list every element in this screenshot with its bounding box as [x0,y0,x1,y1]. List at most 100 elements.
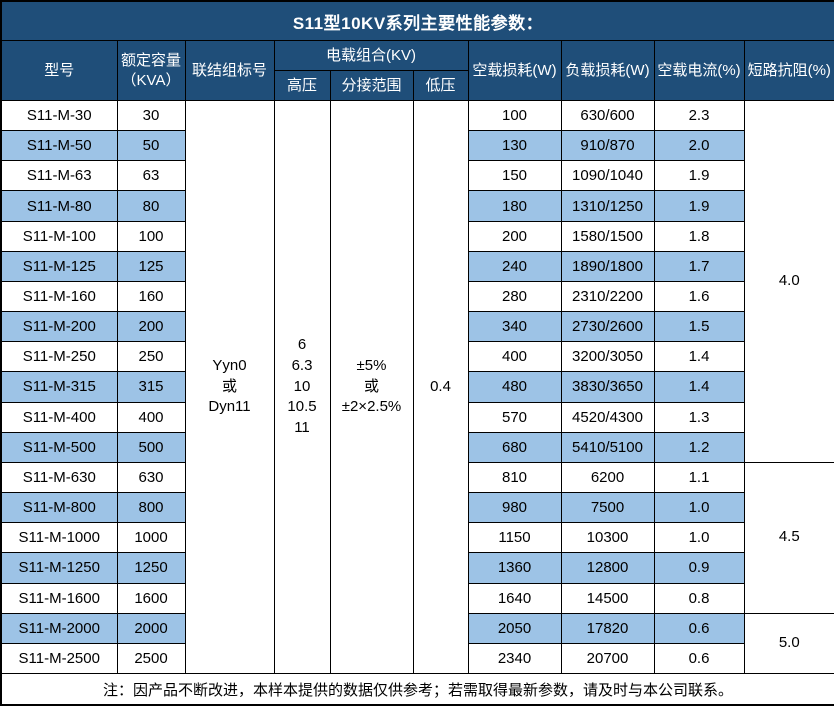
no-load-loss-cell: 480 [467,371,562,403]
model-cell: S11-M-1000 [0,522,118,554]
no-load-current-cell: 1.9 [653,160,745,192]
capacity-cell: 125 [116,250,186,282]
col-header-low-voltage: 低压 [412,70,469,101]
no-load-current-cell: 0.9 [653,552,745,584]
no-load-current-cell: 1.3 [653,401,745,433]
capacity-cell: 1000 [116,522,186,554]
high-voltage-cell: 6 6.3 10 10.5 11 [273,100,331,674]
table-row: S11-M-400 400 570 4520/4300 1.3 [0,401,834,433]
model-cell: S11-M-315 [0,371,118,403]
model-cell: S11-M-630 [0,461,118,494]
load-loss-cell: 17820 [560,612,655,644]
table-note: 注：因产品不断改进，本样本提供的数据仅供参考；若需取得最新参数，请及时与本公司联… [0,673,834,706]
table-row: S11-M-800 800 980 7500 1.0 [0,492,834,524]
capacity-cell: 2000 [116,612,186,644]
col-header-capacity: 额定容量 （KVA） [116,40,186,101]
no-load-current-cell: 1.6 [653,280,745,313]
model-cell: S11-M-160 [0,280,118,313]
load-loss-cell: 3830/3650 [560,371,655,403]
impedance-cell: 5.0 [743,612,834,675]
table-row: S11-M-50 50 130 910/870 2.0 [0,130,834,162]
model-cell: S11-M-250 [0,341,118,373]
capacity-cell: 1250 [116,552,186,584]
load-loss-cell: 20700 [560,642,655,675]
no-load-loss-cell: 280 [467,280,562,313]
load-loss-cell: 910/870 [560,130,655,162]
capacity-cell: 200 [116,311,186,343]
col-header-load-loss: 负载损耗(W) [560,40,655,101]
no-load-current-cell: 2.0 [653,130,745,162]
table-row: S11-M-100 100 200 1580/1500 1.8 [0,220,834,252]
no-load-loss-cell: 570 [467,401,562,433]
table-row: S11-M-160 160 280 2310/2200 1.6 [0,280,834,313]
title-row: S11型10KV系列主要性能参数： [0,0,834,41]
capacity-cell: 250 [116,341,186,373]
load-loss-cell: 4520/4300 [560,401,655,433]
model-cell: S11-M-1600 [0,582,118,614]
col-header-model: 型号 [0,40,118,101]
capacity-cell: 500 [116,431,186,463]
table-row: S11-M-200 200 340 2730/2600 1.5 [0,311,834,343]
no-load-loss-cell: 810 [467,461,562,494]
model-cell: S11-M-400 [0,401,118,433]
col-header-no-load-loss: 空载损耗(W) [467,40,562,101]
no-load-current-cell: 1.5 [653,311,745,343]
load-loss-cell: 14500 [560,582,655,614]
header-row-sub: 高压 分接范围 低压 [1,70,834,101]
table-row: S11-M-500 500 680 5410/5100 1.2 [0,431,834,463]
table-row: S11-M-30 30 Yyn0 或 Dyn11 6 6.3 10 10.5 11 ±5… [0,99,834,674]
no-load-current-cell: 2.3 [653,99,745,132]
no-load-current-cell: 1.4 [653,341,745,373]
table-row: S11-M-2000 2000 2050 17820 0.6 5.0 [0,612,834,675]
model-cell: S11-M-1250 [0,552,118,584]
col-header-high-voltage: 高压 [273,70,331,101]
load-loss-cell: 12800 [560,552,655,584]
no-load-current-cell: 1.4 [653,371,745,403]
capacity-cell: 50 [116,130,186,162]
no-load-loss-cell: 400 [467,341,562,373]
no-load-loss-cell: 2340 [467,642,562,675]
no-load-current-cell: 1.1 [653,461,745,494]
capacity-cell: 400 [116,401,186,433]
table-row: S11-M-315 315 480 3830/3650 1.4 [0,371,834,403]
model-cell: S11-M-30 [0,99,118,132]
table-row: S11-M-630 630 810 6200 1.1 4.5 [0,461,834,614]
no-load-loss-cell: 680 [467,431,562,463]
table-row: S11-M-1600 1600 1640 14500 0.8 [0,582,834,614]
no-load-loss-cell: 100 [467,99,562,132]
table-row: S11-M-80 80 180 1310/1250 1.9 [0,190,834,222]
no-load-current-cell: 1.7 [653,250,745,282]
load-loss-cell: 2730/2600 [560,311,655,343]
table-row: S11-M-63 63 150 1090/1040 1.9 [0,160,834,192]
model-cell: S11-M-2500 [0,642,118,675]
capacity-cell: 630 [116,461,186,494]
no-load-loss-cell: 1640 [467,582,562,614]
no-load-current-cell: 0.8 [653,582,745,614]
no-load-current-cell: 1.0 [653,492,745,524]
no-load-loss-cell: 980 [467,492,562,524]
no-load-loss-cell: 130 [467,130,562,162]
capacity-cell: 315 [116,371,186,403]
no-load-current-cell: 0.6 [653,642,745,675]
col-header-voltage-combo: 电载组合(KV) [273,40,469,71]
table-row: S11-M-2500 2500 2340 20700 0.6 [0,642,834,675]
col-header-tap-range: 分接范围 [329,70,414,101]
capacity-cell: 160 [116,280,186,313]
load-loss-cell: 1890/1800 [560,250,655,282]
no-load-loss-cell: 1150 [467,522,562,554]
no-load-loss-cell: 180 [467,190,562,222]
capacity-cell: 800 [116,492,186,524]
load-loss-cell: 1090/1040 [560,160,655,192]
load-loss-cell: 6200 [560,461,655,494]
table-row: S11-M-125 125 240 1890/1800 1.7 [0,250,834,282]
load-loss-cell: 7500 [560,492,655,524]
tap-range-cell: ±5% 或 ±2×2.5% [329,100,414,674]
capacity-cell: 100 [116,220,186,252]
no-load-loss-cell: 2050 [467,612,562,644]
no-load-current-cell: 1.9 [653,190,745,222]
table-body: S11-M-30 30 Yyn0 或 Dyn11 6 6.3 10 10.5 11 ±5… [0,99,834,675]
model-cell: S11-M-200 [0,311,118,343]
no-load-current-cell: 1.0 [653,522,745,554]
capacity-cell: 1600 [116,582,186,614]
